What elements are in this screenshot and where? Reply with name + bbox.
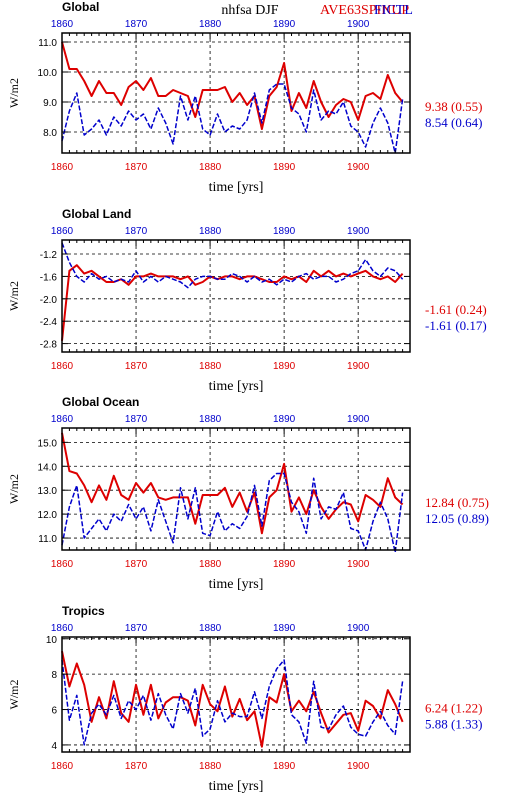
x-tick-label-bottom: 1860 xyxy=(51,361,74,372)
x-tick-label-top: 1870 xyxy=(125,414,148,425)
x-tick-label-bottom: 1890 xyxy=(273,559,296,570)
stat-series-a: -1.61 (0.24) xyxy=(425,302,487,317)
x-tick-label-bottom: 1900 xyxy=(347,162,370,173)
x-axis-label: time [yrs] xyxy=(209,577,264,592)
y-tick-label: 10 xyxy=(46,635,58,646)
figure-center-title: nhfsa DJF xyxy=(221,3,278,18)
x-tick-label-top: 1880 xyxy=(199,19,222,30)
y-tick-label: 11.0 xyxy=(38,38,57,49)
x-tick-label-bottom: 1870 xyxy=(125,761,148,772)
y-axis-label: W/m2 xyxy=(7,474,21,504)
x-tick-label-bottom: 1900 xyxy=(347,761,370,772)
stat-series-b: 5.88 (1.33) xyxy=(425,717,482,732)
x-axis-label: time [yrs] xyxy=(209,779,264,794)
x-tick-label-bottom: 1860 xyxy=(51,761,74,772)
x-tick-label-top: 1880 xyxy=(199,623,222,634)
x-tick-label-bottom: 1880 xyxy=(199,361,222,372)
y-tick-label: -2.0 xyxy=(40,295,58,306)
x-tick-label-bottom: 1880 xyxy=(199,559,222,570)
plot-frame xyxy=(61,427,411,551)
x-axis-label: time [yrs] xyxy=(209,379,264,394)
x-tick-label-bottom: 1870 xyxy=(125,162,148,173)
plot-frame xyxy=(61,239,411,353)
stat-series-a: 9.38 (0.55) xyxy=(425,99,482,114)
x-tick-label-top: 1870 xyxy=(125,19,148,30)
x-tick-label-top: 1900 xyxy=(347,623,370,634)
x-tick-label-bottom: 1870 xyxy=(125,361,148,372)
x-tick-label-bottom: 1890 xyxy=(273,361,296,372)
x-tick-label-top: 1860 xyxy=(51,623,74,634)
stat-series-b: 12.05 (0.89) xyxy=(425,511,489,526)
x-axis-label: time [yrs] xyxy=(209,180,264,195)
x-tick-label-top: 1890 xyxy=(273,623,296,634)
x-tick-label-bottom: 1860 xyxy=(51,162,74,173)
x-tick-label-top: 1870 xyxy=(125,623,148,634)
x-tick-label-top: 1890 xyxy=(273,414,296,425)
y-tick-label: 9.0 xyxy=(43,98,57,109)
x-tick-label-top: 1870 xyxy=(125,226,148,237)
x-tick-label-top: 1900 xyxy=(347,226,370,237)
series-line-b xyxy=(61,659,404,746)
panel-title: Global xyxy=(62,0,99,14)
y-tick-label: -1.2 xyxy=(40,250,58,261)
panel-title: Global Land xyxy=(62,207,131,221)
series-line-b xyxy=(61,472,404,554)
series-line-a xyxy=(61,432,404,535)
y-tick-label: 12.0 xyxy=(38,510,58,521)
y-axis-label: W/m2 xyxy=(7,78,21,108)
x-tick-label-bottom: 1880 xyxy=(199,761,222,772)
series-line-a xyxy=(61,264,404,341)
plot-frame xyxy=(61,32,411,154)
panel-1: Global Land -2.8 -2.4 -2.0 -1.6 -1.2 1860 1860 1… xyxy=(7,207,487,394)
x-tick-label-bottom: 1870 xyxy=(125,559,148,570)
y-axis-label: W/m2 xyxy=(7,281,21,311)
x-tick-label-top: 1890 xyxy=(273,19,296,30)
stat-series-a: 12.84 (0.75) xyxy=(425,495,489,510)
y-tick-label: -2.8 xyxy=(40,340,58,351)
plot-frame xyxy=(61,636,411,753)
series-line-a xyxy=(61,41,404,130)
x-tick-label-top: 1890 xyxy=(273,226,296,237)
x-tick-label-top: 1880 xyxy=(199,226,222,237)
panel-3: Tropics468101860186018701870188018801890… xyxy=(7,604,482,794)
y-tick-label: 15.0 xyxy=(38,438,58,449)
stat-series-b: 8.54 (0.64) xyxy=(425,115,482,130)
x-tick-label-bottom: 1890 xyxy=(273,162,296,173)
panel-0: Global 8.0 9.0 10.0 11.0 1860 1860 1870 1870 1880… xyxy=(7,0,482,195)
y-tick-label: 14.0 xyxy=(38,462,58,473)
y-tick-label: 8.0 xyxy=(43,128,57,139)
panel-title: Global Ocean xyxy=(62,395,139,409)
y-tick-label: 10.0 xyxy=(38,68,58,79)
y-tick-label: 6 xyxy=(51,706,57,717)
x-tick-label-top: 1860 xyxy=(51,226,74,237)
x-tick-label-top: 1900 xyxy=(347,414,370,425)
series-line-b xyxy=(61,242,404,289)
x-tick-label-top: 1880 xyxy=(199,414,222,425)
series-line-b xyxy=(61,83,404,154)
y-tick-label: 4 xyxy=(51,741,57,752)
x-tick-label-bottom: 1880 xyxy=(199,162,222,173)
y-tick-label: -1.6 xyxy=(40,272,58,283)
panel-2: Global Ocean 11.0 12.0 13.0 14.0 15.0 1860 1860… xyxy=(7,395,489,592)
y-tick-label: 11.0 xyxy=(38,534,57,545)
y-tick-label: 8 xyxy=(51,670,57,681)
x-tick-label-top: 1860 xyxy=(51,414,74,425)
x-tick-label-bottom: 1900 xyxy=(347,361,370,372)
x-tick-label-bottom: 1900 xyxy=(347,559,370,570)
x-tick-label-top: 1860 xyxy=(51,19,74,30)
stat-series-a: 6.24 (1.22) xyxy=(425,701,482,716)
y-tick-label: 13.0 xyxy=(38,486,58,497)
panel-title: Tropics xyxy=(62,604,105,618)
stat-series-b: -1.61 (0.17) xyxy=(425,318,487,333)
series-a-legend-label: AVE63SPINUP xyxy=(320,3,409,18)
x-tick-label-bottom: 1860 xyxy=(51,559,74,570)
series-b-legend-label: FICTL xyxy=(374,3,413,18)
x-tick-label-bottom: 1890 xyxy=(273,761,296,772)
y-tick-label: -2.4 xyxy=(40,317,58,328)
x-tick-label-top: 1900 xyxy=(347,19,370,30)
y-axis-label: W/m2 xyxy=(7,680,21,710)
